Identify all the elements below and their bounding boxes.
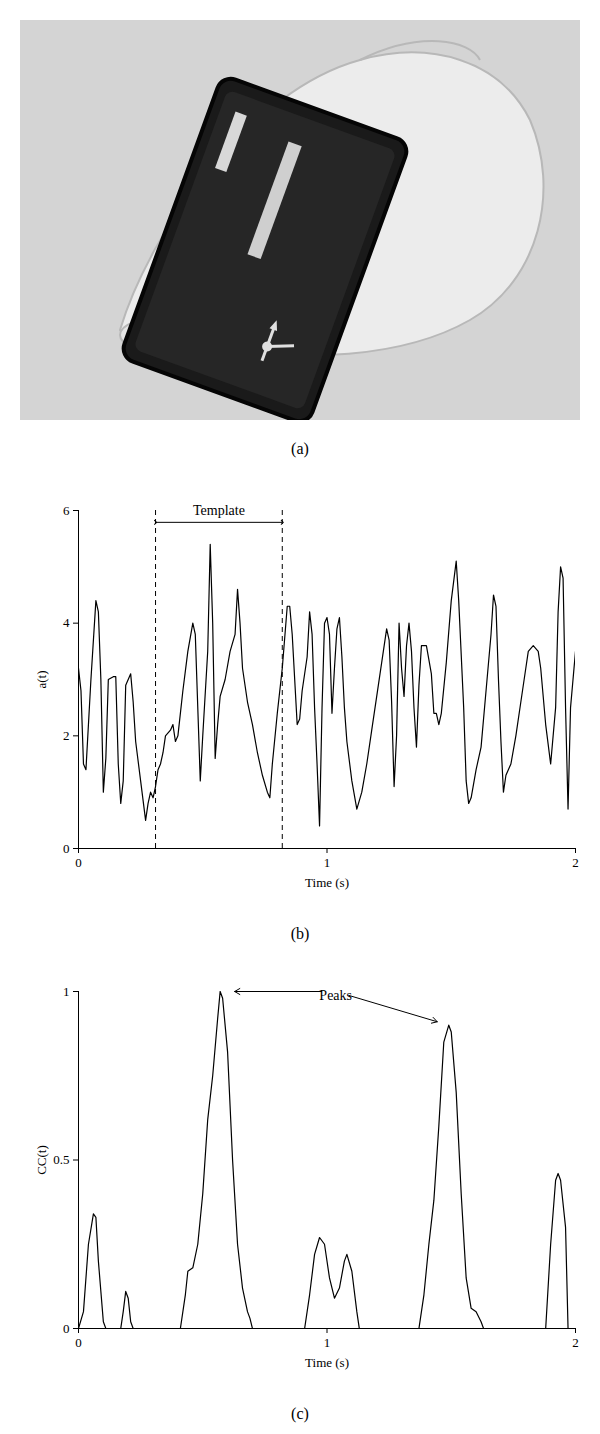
svg-text:1: 1 [324,855,331,870]
html-text:(a): (a) [291,440,309,457]
svg-text:0: 0 [75,1335,82,1350]
svg-text:Time (s): Time (s) [305,1355,349,1370]
svg-text:Template: Template [193,503,245,518]
html-text:(c): (c) [291,1405,309,1422]
svg-text:1: 1 [63,984,70,999]
svg-text:Time (s): Time (s) [305,875,349,890]
svg-text:0: 0 [63,1321,70,1336]
svg-text:6: 6 [63,503,70,518]
html-text:(b): (b) [290,925,310,942]
svg-text:a(t): a(t) [34,670,49,688]
svg-text:2: 2 [572,855,579,870]
svg-text:2: 2 [63,728,70,743]
svg-text:4: 4 [63,615,70,630]
svg-text:0: 0 [75,855,82,870]
svg-text:0.5: 0.5 [53,1152,69,1167]
svg-text:1: 1 [324,1335,331,1350]
svg-text:CC(t): CC(t) [34,1145,49,1175]
svg-text:Peaks: Peaks [319,988,352,1003]
svg-text:0: 0 [63,841,70,856]
svg-text:2: 2 [572,1335,579,1350]
